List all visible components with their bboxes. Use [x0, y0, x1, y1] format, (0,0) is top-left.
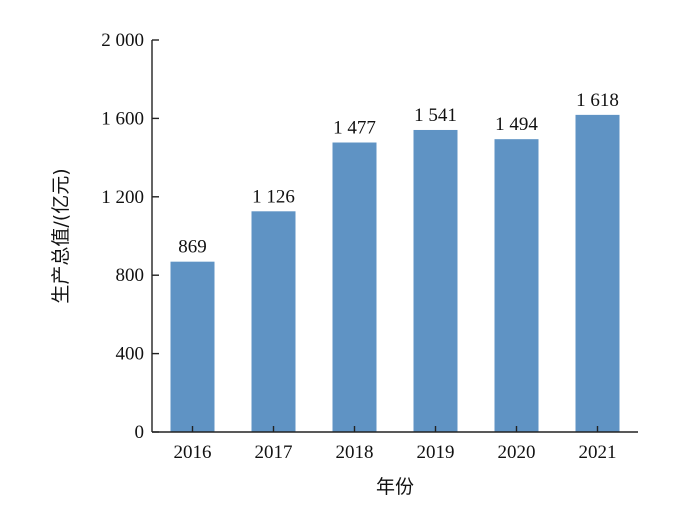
bar-2020	[494, 139, 539, 432]
data-label-2016: 869	[178, 237, 207, 258]
bar-2018	[332, 142, 377, 432]
x-tick-label-2021: 2021	[579, 442, 617, 463]
y-tick-label: 800	[116, 265, 145, 286]
y-tick-label: 400	[116, 344, 145, 365]
data-label-2021: 1 618	[576, 90, 619, 111]
data-label-2018: 1 477	[333, 118, 376, 139]
y-axis-title: 生产总值/(亿元)	[50, 168, 72, 303]
x-tick-label-2017: 2017	[255, 442, 293, 463]
x-tick-label-2020: 2020	[498, 442, 536, 463]
y-tick-label: 1 600	[101, 108, 144, 129]
data-label-2020: 1 494	[495, 114, 538, 135]
bar-2016	[170, 261, 215, 432]
x-tick-label-2018: 2018	[336, 442, 374, 463]
bar-2017	[251, 211, 296, 432]
x-tick-label-2016: 2016	[174, 442, 212, 463]
bar-2021	[575, 114, 620, 432]
y-ticks-group: 0 400 800 1 200 1 600 2 000	[101, 30, 159, 443]
bar-2019	[413, 129, 458, 433]
y-tick-label: 0	[135, 422, 145, 443]
bars-group	[170, 114, 620, 433]
x-tick-label-2019: 2019	[417, 442, 455, 463]
y-tick-label: 1 200	[101, 187, 144, 208]
x-ticks-group: 2016 2017 2018 2019 2020 2021	[174, 426, 617, 463]
data-label-2019: 1 541	[414, 105, 457, 126]
data-labels-group: 869 1 126 1 477 1 541 1 494 1 618	[178, 90, 619, 258]
y-tick-label: 2 000	[101, 30, 144, 51]
x-axis-title: 年份	[376, 476, 414, 498]
data-label-2017: 1 126	[252, 186, 295, 207]
